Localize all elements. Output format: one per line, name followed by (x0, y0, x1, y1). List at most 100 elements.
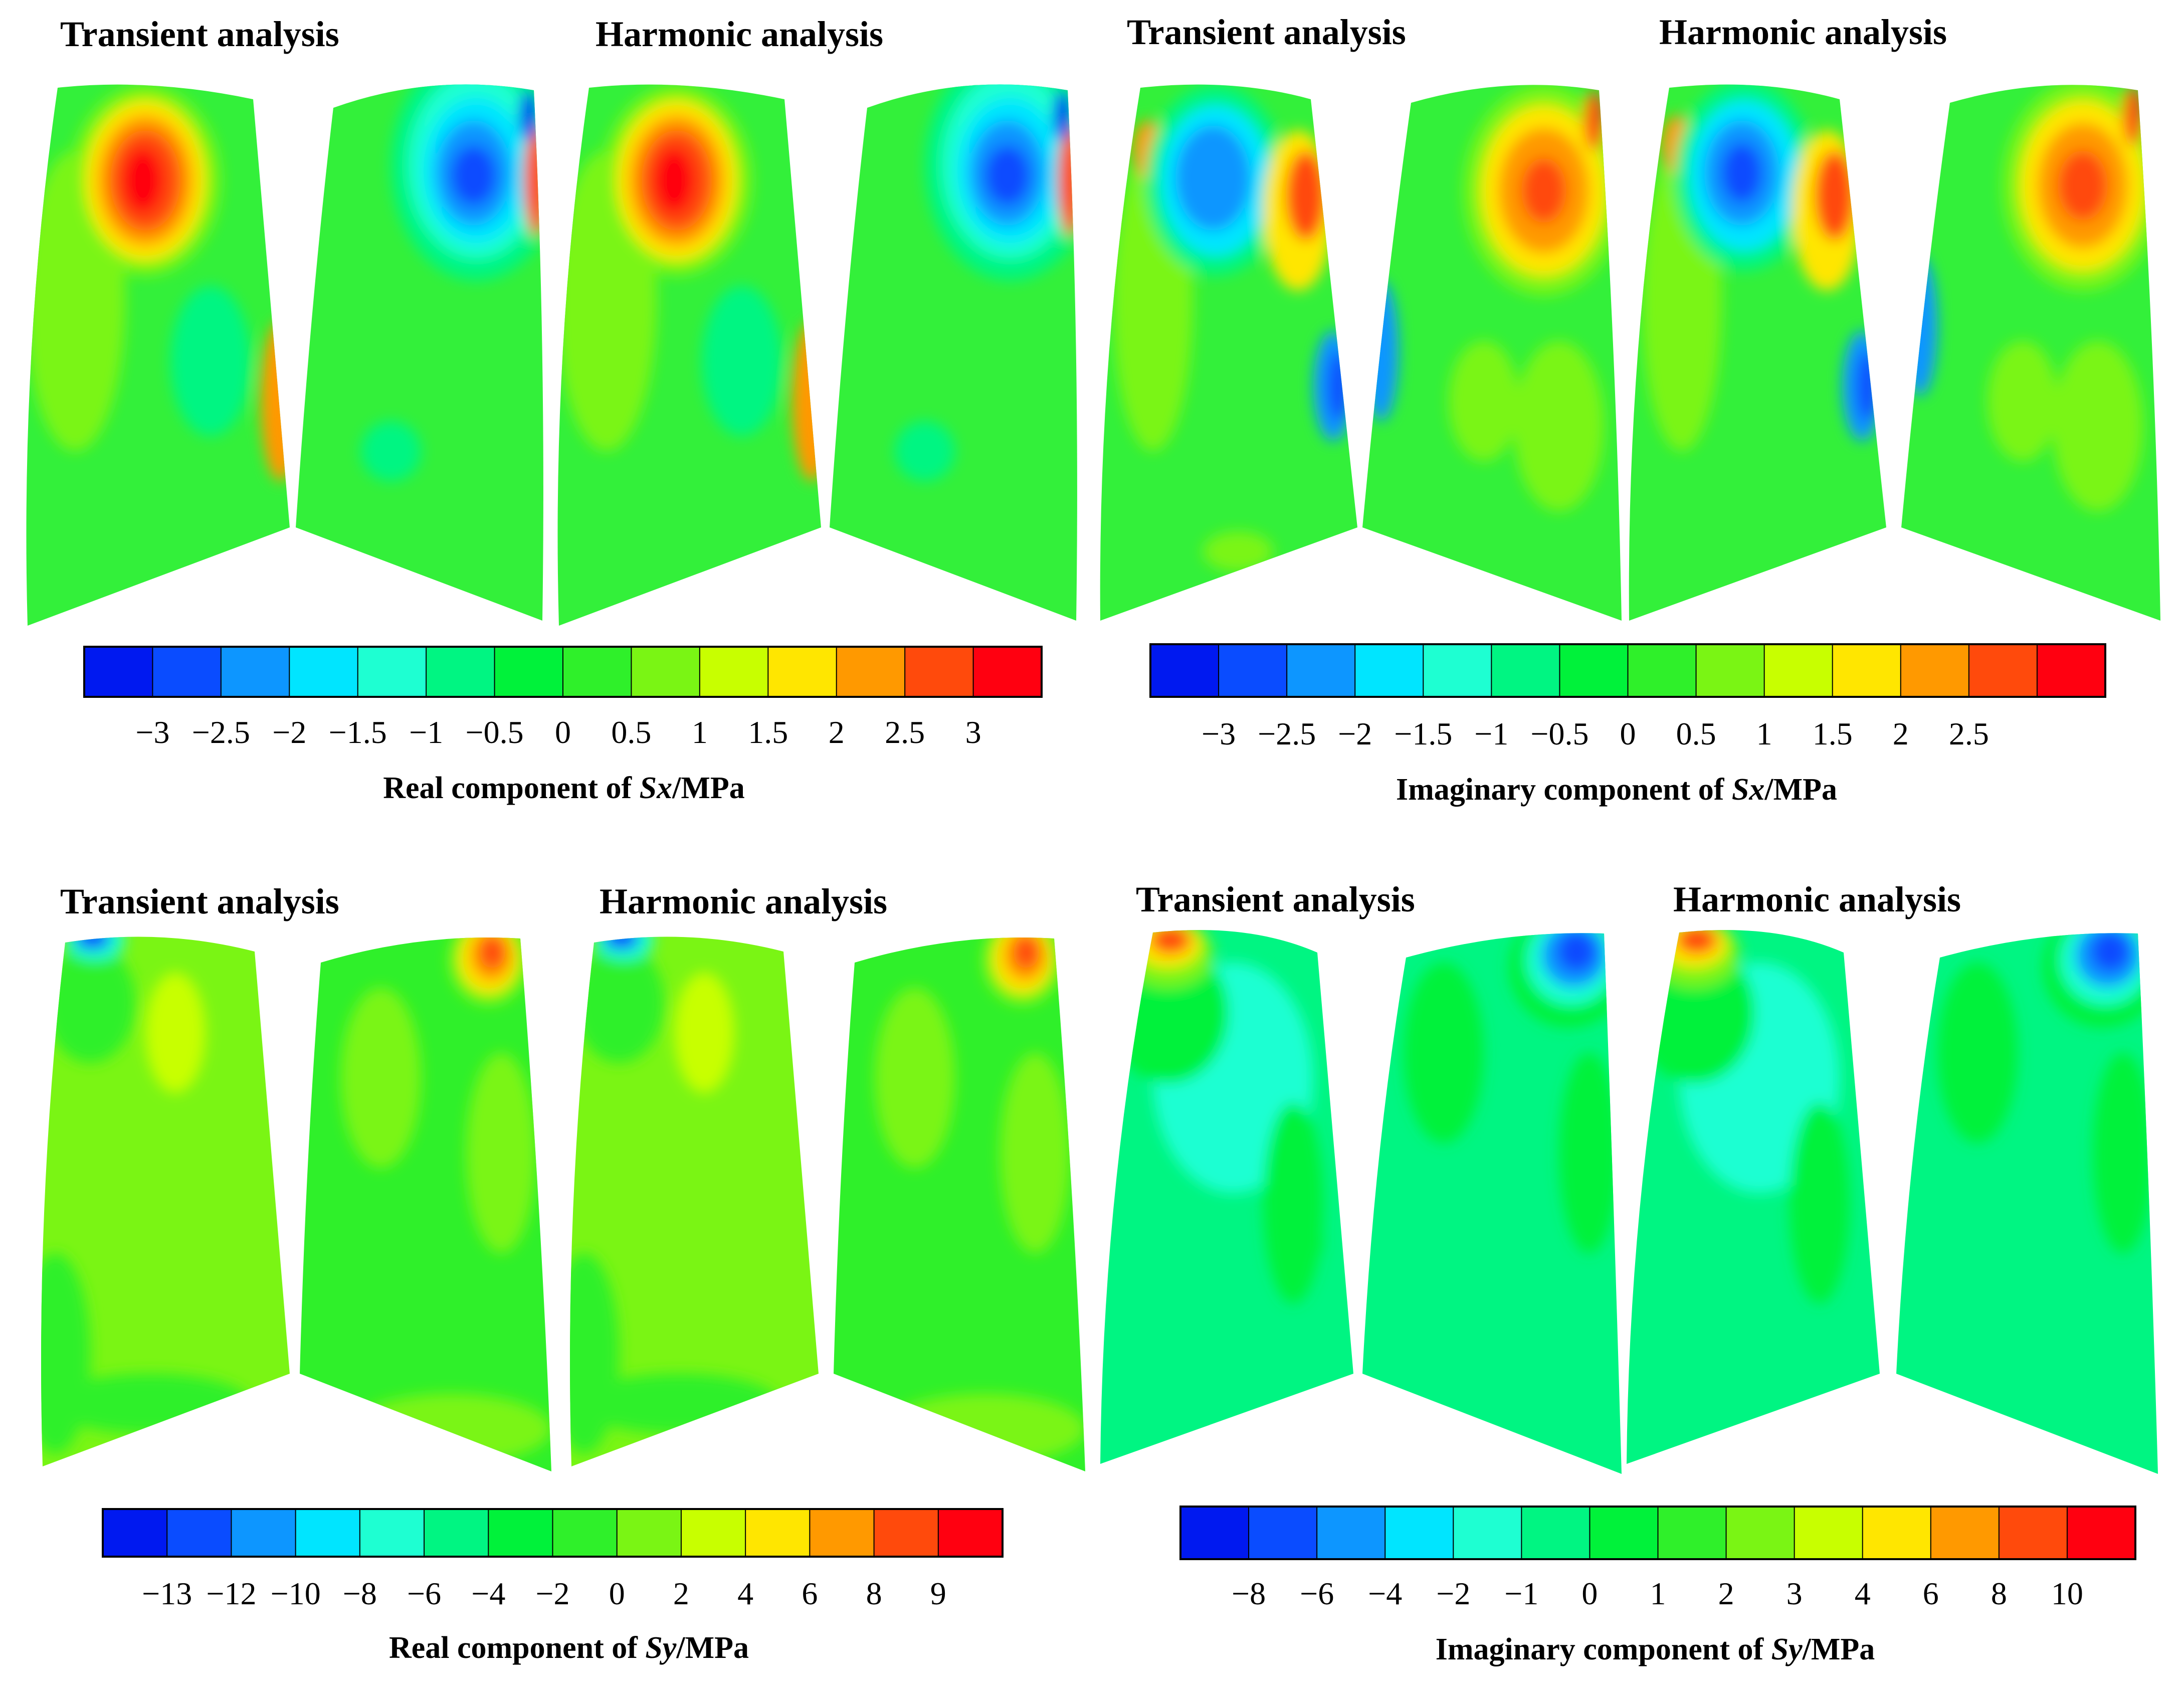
colorbar-tick-label: −6 (407, 1576, 441, 1611)
colorbar-swatch (1657, 1506, 1727, 1560)
colorbar-tick-label: −3 (1202, 716, 1236, 752)
colorbar-tick-label: −1 (1504, 1576, 1538, 1611)
title-sy-imag-harmonic: Harmonic analysis (1673, 879, 1961, 919)
colorbar-swatch (767, 646, 838, 697)
colorbar-frame (102, 1508, 1004, 1558)
colorbar-tick-label: −13 (142, 1576, 192, 1611)
blade-sy-imag-transient-suction (1362, 933, 1622, 1474)
colorbar-tick-label: 1 (692, 714, 708, 750)
colorbar-tick-label: −12 (206, 1576, 256, 1611)
colorbar-tick-label: 0.5 (1676, 716, 1716, 752)
colorbar-tick-label: 2.5 (1949, 716, 1989, 752)
blade-sx-real-transient-pressure (26, 84, 290, 626)
colorbar-tick-label: 3 (965, 714, 981, 750)
title-sx-imag-transient: Transient analysis (1127, 12, 1406, 52)
colorbar-tick-label: 0 (1620, 716, 1636, 752)
colorbar-tick-label: 0.5 (611, 714, 651, 750)
colorbar-frame (83, 646, 1043, 698)
title-sy-real-harmonic: Harmonic analysis (600, 881, 887, 921)
colorbar-swatch (494, 646, 564, 697)
colorbar-swatch (809, 1509, 875, 1557)
colorbar-swatch (745, 1509, 811, 1557)
colorbar-frame (1179, 1506, 2136, 1560)
colorbar-tick-label: −6 (1300, 1576, 1334, 1611)
colorbar-tick-label: −2.5 (192, 714, 250, 750)
colorbar-tick-label: 10 (2051, 1576, 2083, 1611)
colorbar-tick-label: 6 (1923, 1576, 1939, 1611)
colorbar-swatch (2066, 1506, 2136, 1560)
colorbar-swatch (231, 1509, 297, 1557)
colorbar-swatch (1998, 1506, 2068, 1560)
blade-sy-imag-harmonic-suction (1896, 933, 2158, 1474)
colorbar-tick-label: 3 (1786, 1576, 1803, 1611)
title-sx-real-harmonic: Harmonic analysis (595, 14, 883, 54)
blade-sy-real-harmonic-pressure (570, 936, 819, 1466)
colorbar-tick-label: −10 (271, 1576, 321, 1611)
title-sy-imag-transient: Transient analysis (1136, 879, 1415, 919)
colorbar-tick-label: −0.5 (1530, 716, 1589, 752)
blade-sx-imag-harmonic-suction (1901, 85, 2160, 621)
colorbar-swatch (937, 1509, 1004, 1557)
colorbar-tick-label: 9 (930, 1576, 946, 1611)
colorbar-tick-label: 1 (1756, 716, 1772, 752)
colorbar-sy-imag: −8 −6 −4 −2 −1 0 1 2 3 4 6 8 10 Imaginary component o… (1179, 1506, 2136, 1666)
colorbar-tick-label: −2 (1436, 1576, 1470, 1611)
colorbar-swatch (166, 1509, 232, 1557)
colorbar-swatch (1453, 1506, 1522, 1560)
colorbar-swatch (1930, 1506, 2000, 1560)
blade-sy-imag-transient-pressure (1100, 930, 1353, 1464)
colorbar-swatch (152, 646, 222, 697)
colorbar-swatch (1968, 644, 2038, 697)
colorbar-swatch (1384, 1506, 1454, 1560)
colorbar-caption: Imaginary component of Sy/MPa (1436, 1632, 1875, 1666)
colorbar-tick-label: −2 (535, 1576, 569, 1611)
colorbar-tick-label: −1 (1474, 716, 1508, 752)
colorbar-swatch (1627, 644, 1697, 697)
colorbar-swatch (1180, 1506, 1250, 1560)
colorbar-tick-label: 0 (1581, 1576, 1598, 1611)
colorbar-swatch (552, 1509, 618, 1557)
colorbar-tick-label: 2 (673, 1576, 689, 1611)
colorbar-swatch (836, 646, 906, 697)
colorbar-swatch (1695, 644, 1765, 697)
colorbar-swatch (1862, 1506, 1932, 1560)
colorbar-swatch (359, 1509, 425, 1557)
blade-sx-real-transient-suction (296, 84, 543, 621)
colorbar-swatch (904, 646, 974, 697)
colorbar-swatch (1725, 1506, 1796, 1560)
colorbar-tick-label: −8 (1232, 1576, 1266, 1611)
colorbar-swatch (488, 1509, 553, 1557)
colorbar-swatch (631, 646, 701, 697)
colorbar-swatch (1832, 644, 1902, 697)
title-sx-imag-harmonic: Harmonic analysis (1659, 12, 1947, 52)
colorbar-tick-label: 1.5 (748, 714, 788, 750)
colorbar-swatch (680, 1509, 746, 1557)
colorbar-tick-label: 1 (1650, 1576, 1666, 1611)
colorbar-swatch (1589, 1506, 1659, 1560)
colorbar-tick-label: 4 (1855, 1576, 1871, 1611)
colorbar-swatch (1521, 1506, 1591, 1560)
title-sx-real-transient: Transient analysis (60, 14, 339, 54)
colorbar-tick-label: −2 (272, 714, 306, 750)
colorbar-swatch (424, 1509, 489, 1557)
blade-sy-real-transient-suction (300, 938, 551, 1471)
colorbar-swatch (1423, 644, 1492, 697)
colorbar-swatch (295, 1509, 361, 1557)
colorbar-tick-label: 2.5 (885, 714, 925, 750)
colorbar-swatch (84, 646, 153, 697)
colorbar-swatch (1900, 644, 1970, 697)
colorbar-sx-real: −3 −2.5 −2 −1.5 −1 −0.5 0 0.5 1 1.5 2 2.5 3 Real comp… (83, 646, 1043, 805)
colorbar-sy-real: −13 −12 −10 −8 −6 −4 −2 0 2 4 6 8 9 Real component of… (102, 1508, 1004, 1665)
colorbar-tick-label: −8 (343, 1576, 377, 1611)
colorbar-swatch (972, 646, 1043, 697)
colorbar-swatch (1218, 644, 1288, 697)
colorbar-swatch (1316, 1506, 1386, 1560)
colorbar-tick-label: 8 (1991, 1576, 2007, 1611)
colorbar-swatch (616, 1509, 682, 1557)
colorbar-swatch (1794, 1506, 1864, 1560)
colorbar-swatch (1491, 644, 1560, 697)
colorbar-tick-label: −4 (471, 1576, 505, 1611)
colorbar-tick-label: 0 (609, 1576, 625, 1611)
colorbar-swatch (2036, 644, 2106, 697)
colorbar-tick-label: −2 (1338, 716, 1372, 752)
